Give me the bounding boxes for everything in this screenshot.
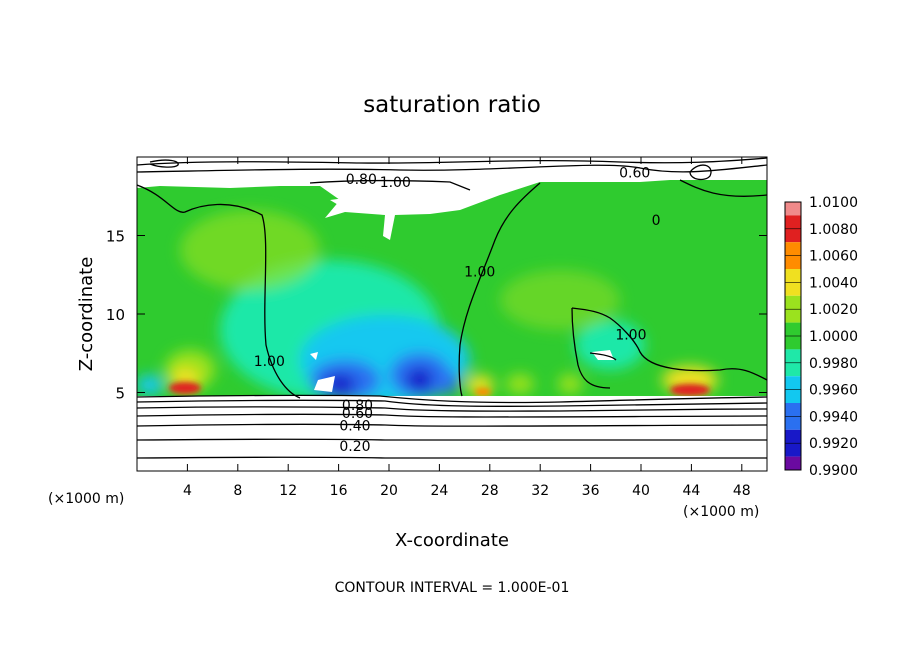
chart-title: saturation ratio [363,92,541,118]
contour-label: 0 [652,213,661,229]
contour-label: 0.80 [346,172,377,188]
x-tick-label: 48 [733,483,751,499]
x-tick-label: 4 [183,483,192,499]
contour-label: 1.00 [615,327,646,343]
contour-label: 0.60 [619,166,650,182]
x-tick-label: 28 [481,483,499,499]
y-unit-note: (×1000 m) [683,504,759,520]
colorbar: 1.0100 1.0080 1.0060 1.0040 1.0020 1.0000 0.99… [784,195,858,479]
heat-field-patches [137,210,718,405]
contour-label: 1.00 [380,175,411,191]
colorbar-level-label: 1.0040 [809,275,858,291]
colorbar-level-label: 0.9900 [809,463,858,479]
contour-label: 0.20 [339,439,370,455]
y-axis-label: Z-coordinate [76,257,97,372]
contour-lines [137,157,767,459]
contour-label: 1.00 [254,354,285,370]
x-tick-label: 24 [430,483,448,499]
contour-interval-note: CONTOUR INTERVAL = 1.000E-01 [335,580,570,596]
plot-area [137,157,767,471]
x-unit-note: (×1000 m) [48,491,124,507]
colorbar-level-label: 0.9980 [809,356,858,372]
x-tick-label: 16 [330,483,348,499]
x-tick-label: 12 [279,483,297,499]
x-tick-label: 32 [531,483,549,499]
colorbar-swatch [785,456,801,470]
contour-label: 0.80 [342,398,373,414]
x-tick-label: 40 [632,483,650,499]
x-tick-label: 36 [582,483,600,499]
colorbar-level-label: 0.9960 [809,383,858,399]
colorbar-level-label: 0.9940 [809,409,858,425]
y-tick-label: 5 [115,385,125,403]
x-tick-label: 44 [682,483,700,499]
colorbar-level-label: 1.0000 [809,329,858,345]
contour-label: 1.00 [464,265,495,281]
x-tick-label: 20 [380,483,398,499]
contour-label: 0.40 [339,418,370,434]
colorbar-swatch [785,202,801,216]
colorbar-level-label: 1.0080 [809,222,858,238]
x-tick-label: 8 [233,483,242,499]
colorbar-level-label: 0.9920 [809,436,858,452]
cloud-free-region [137,157,767,240]
y-tick-label: 10 [106,306,125,324]
contour-label-layer: 0.600.80 1.0001.001.001.000.800.600.400.2… [254,166,661,455]
x-axis-label: X-coordinate [395,530,509,551]
y-tick-label: 15 [106,228,125,246]
contour-label: 0.60 [342,406,373,422]
colorbar-level-label: 1.0060 [809,249,858,265]
colorbar-level-label: 1.0100 [809,195,858,211]
colorbar-level-label: 1.0020 [809,302,858,318]
